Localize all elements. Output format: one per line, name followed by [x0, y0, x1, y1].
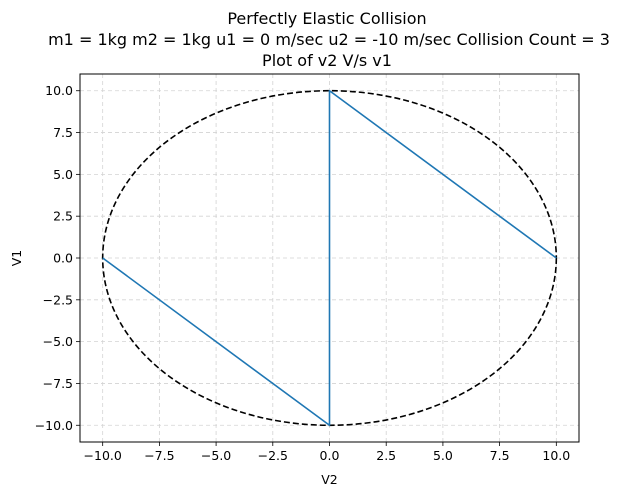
x-axis-label: V2	[321, 472, 338, 487]
plot-marks	[101, 89, 558, 427]
x-tick-label: −5.0	[201, 448, 231, 463]
x-tick-label: 7.5	[490, 448, 510, 463]
y-tick-label: 7.5	[53, 125, 73, 140]
chart-title-line-3: Plot of v2 V/s v1	[262, 51, 392, 70]
x-tick-label: 10.0	[542, 448, 570, 463]
y-tick-label: 0.0	[53, 251, 73, 266]
ticks: −10.0 −7.5 −5.0 −2.5 0.0 2.5 5.0 7.5 10.0 −10.0 −7…	[35, 83, 571, 463]
chart-title-line-2: m1 = 1kg m2 = 1kg u1 = 0 m/sec u2 = -10 …	[48, 30, 610, 49]
y-tick-label: −7.5	[43, 376, 73, 391]
y-tick-label: 5.0	[53, 167, 73, 182]
x-tick-label: 2.5	[376, 448, 396, 463]
x-tick-label: −2.5	[258, 448, 288, 463]
y-tick-label: −2.5	[43, 292, 73, 307]
y-tick-label: 2.5	[53, 209, 73, 224]
x-tick-label: 0.0	[320, 448, 340, 463]
y-axis-label: V1	[9, 250, 24, 267]
grid	[80, 74, 579, 442]
y-tick-label: −5.0	[43, 334, 73, 349]
y-tick-label: 10.0	[45, 83, 73, 98]
velocity-series-line	[102, 89, 557, 427]
x-tick-label: −7.5	[144, 448, 174, 463]
chart-title-line-1: Perfectly Elastic Collision	[227, 9, 426, 28]
chart-title: Perfectly Elastic Collision m1 = 1kg m2 …	[48, 9, 610, 70]
x-tick-label: −10.0	[84, 448, 122, 463]
y-tick-label: −10.0	[35, 418, 73, 433]
x-tick-label: 5.0	[433, 448, 453, 463]
